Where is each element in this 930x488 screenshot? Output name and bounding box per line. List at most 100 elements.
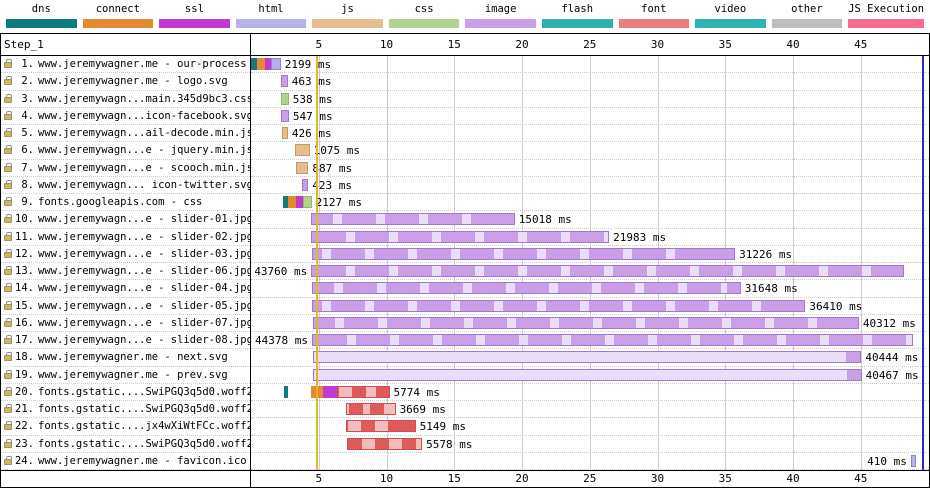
request-row-timeline[interactable]: 3669 ms — [251, 401, 929, 419]
request-bar[interactable] — [281, 109, 289, 122]
request-bar[interactable] — [345, 420, 416, 433]
request-row-label[interactable]: 2. www.jeremywagner.me - logo.svg — [1, 73, 250, 91]
request-row-label[interactable]: 14. www.jeremywagn...e - slider-04.jpg — [1, 280, 250, 298]
request-bar[interactable] — [295, 144, 310, 157]
request-bar[interactable] — [345, 403, 396, 415]
request-row-timeline[interactable]: 423 ms — [251, 177, 929, 194]
request-row-label[interactable]: 13. www.jeremywagn...e - slider-06.jpg — [1, 263, 250, 281]
request-row-timeline[interactable]: 43760 ms — [251, 263, 929, 281]
request-row-timeline[interactable]: 31226 ms — [251, 246, 929, 263]
lock-icon — [4, 369, 12, 379]
request-name: www.jeremywagn... icon-twitter.svg — [38, 178, 250, 191]
request-row-label[interactable]: 9. fonts.googleapis.com - css — [1, 194, 250, 212]
request-bar[interactable] — [281, 75, 288, 88]
request-row-timeline[interactable]: 5774 ms — [251, 384, 929, 401]
request-time-label: 463 ms — [291, 75, 332, 89]
request-row-label[interactable]: 10. www.jeremywagn...e - slider-01.jpg — [1, 211, 250, 229]
request-bar[interactable] — [311, 299, 806, 312]
request-bar[interactable] — [311, 282, 741, 295]
request-row-timeline[interactable]: 44378 ms — [251, 332, 929, 350]
request-bar[interactable] — [313, 368, 862, 381]
request-row-label[interactable]: 3. www.jeremywagn...main.345d9bc3.css — [1, 91, 250, 108]
request-row-timeline[interactable]: 40467 ms — [251, 367, 929, 384]
request-row-label[interactable]: 7. www.jeremywagn...e - scooch.min.js — [1, 160, 250, 177]
lock-icon — [4, 266, 12, 276]
request-time-label: 1075 ms — [313, 144, 360, 158]
request-bar[interactable] — [281, 92, 289, 105]
request-row-timeline[interactable]: 2199 ms — [251, 56, 929, 74]
step-label: Step_1 — [1, 34, 250, 56]
request-row-label[interactable]: 17. www.jeremywagn...e - slider-08.jpg — [1, 332, 250, 350]
request-bar[interactable] — [271, 58, 281, 70]
request-row-timeline[interactable]: 547 ms — [251, 108, 929, 125]
request-bar[interactable] — [312, 316, 859, 329]
request-bar[interactable] — [311, 334, 914, 346]
request-row-timeline[interactable]: 40444 ms — [251, 349, 929, 367]
request-row-label[interactable]: 6. www.jeremywagn...e - jquery.min.js — [1, 142, 250, 160]
request-row-label[interactable]: 24. www.jeremywagner.me - favicon.ico — [1, 453, 250, 470]
legend-item-label: JS Execution — [848, 3, 925, 15]
request-bar[interactable] — [910, 454, 917, 467]
request-name: www.jeremywagn...e - slider-02.jpg — [38, 230, 250, 243]
request-time-label: 40444 ms — [865, 351, 919, 365]
legend-item-label: other — [791, 3, 823, 15]
request-row-label[interactable]: 20. fonts.gstatic....SwiPGQ3q5d0.woff2 — [1, 384, 250, 401]
request-bar[interactable] — [311, 247, 736, 260]
legend-item-label: image — [484, 3, 517, 15]
request-bar[interactable] — [302, 178, 309, 191]
request-row-label[interactable]: 19. www.jeremywagner.me - prev.svg — [1, 367, 250, 384]
request-name: www.jeremywagner.me - our-process — [38, 58, 247, 71]
request-bar[interactable] — [296, 161, 309, 174]
request-bar[interactable] — [282, 127, 288, 139]
request-bar[interactable] — [337, 385, 390, 398]
request-time-label: 423 ms — [312, 178, 352, 192]
request-bar[interactable] — [311, 265, 905, 277]
request-row-label[interactable]: 8. www.jeremywagn... icon-twitter.svg — [1, 177, 250, 194]
request-row-label[interactable]: 1. www.jeremywagner.me - our-process — [1, 56, 250, 74]
time-tick-label: 25 — [583, 472, 597, 485]
request-row-timeline[interactable]: 538 ms — [251, 91, 929, 108]
request-bar[interactable] — [311, 213, 515, 226]
request-time-label: 5149 ms — [419, 420, 466, 434]
request-row-timeline[interactable]: 15018 ms — [251, 211, 929, 229]
request-row-timeline[interactable]: 463 ms — [251, 73, 929, 91]
request-row-timeline[interactable]: 2127 ms — [251, 194, 929, 212]
request-row-timeline[interactable]: 410 ms — [251, 453, 929, 470]
request-row-label[interactable]: 5. www.jeremywagn...ail-decode.min.js — [1, 125, 250, 143]
request-row-timeline[interactable]: 426 ms — [251, 125, 929, 143]
request-bar[interactable] — [346, 437, 423, 450]
request-row-timeline[interactable]: 21983 ms — [251, 229, 929, 246]
request-name: fonts.googleapis.com - css — [38, 196, 203, 209]
request-time-label: 538 ms — [292, 92, 333, 106]
request-name: www.jeremywagn...e - slider-01.jpg — [38, 213, 250, 226]
request-time-label: 3669 ms — [399, 403, 446, 416]
request-row-timeline[interactable]: 31648 ms — [251, 280, 929, 298]
request-row-label[interactable]: 4. www.jeremywagn...icon-facebook.svg — [1, 108, 250, 125]
ssl-legend-swatch — [159, 19, 230, 28]
legend-item: other — [769, 2, 846, 33]
request-row-label[interactable]: 22. fonts.gstatic....jx4wXiWtFCc.woff2 — [1, 418, 250, 436]
request-row-label[interactable]: 18. www.jeremywagner.me - next.svg — [1, 349, 250, 367]
request-row-label[interactable]: 12. www.jeremywagn...e - slider-03.jpg — [1, 246, 250, 263]
request-time-label: 40312 ms — [862, 316, 916, 330]
request-row-timeline[interactable]: 887 ms — [251, 160, 929, 177]
request-row-label[interactable]: 15. www.jeremywagn...e - slider-05.jpg — [1, 298, 250, 315]
request-row-timeline[interactable]: 36410 ms — [251, 298, 929, 315]
other-legend-swatch — [771, 19, 843, 28]
request-row-timeline[interactable]: 5578 ms — [251, 436, 929, 453]
request-row-timeline[interactable]: 1075 ms — [251, 142, 929, 160]
request-number: 13. — [15, 265, 34, 278]
lock-icon — [4, 455, 12, 465]
request-row-timeline[interactable]: 40312 ms — [251, 315, 929, 332]
request-row-label[interactable]: 11. www.jeremywagn...e - slider-02.jpg — [1, 229, 250, 246]
request-bar[interactable] — [303, 196, 312, 208]
request-row-timeline[interactable]: 5149 ms — [251, 418, 929, 436]
request-row-label[interactable]: 16. www.jeremywagn...e - slider-07.jpg — [1, 315, 250, 332]
request-bar[interactable] — [313, 351, 862, 364]
request-row-label[interactable]: 21. fonts.gstatic....SwiPGQ3q5d0.woff2 — [1, 401, 250, 419]
js-legend-swatch — [312, 19, 383, 28]
legend-item: html — [233, 2, 310, 33]
request-bar[interactable] — [311, 230, 610, 243]
request-row-label[interactable]: 23. fonts.gstatic....SwiPGQ3q5d0.woff2 — [1, 436, 250, 453]
